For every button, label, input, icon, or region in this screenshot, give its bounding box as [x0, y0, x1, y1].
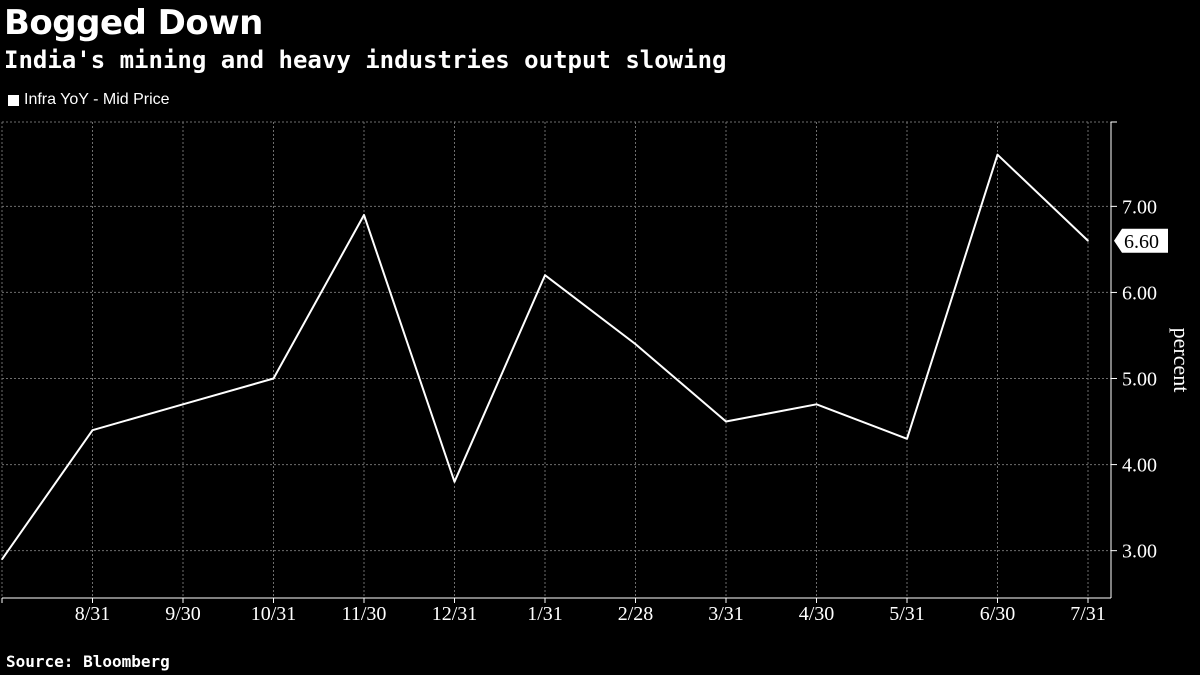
x-tick-label: 2/28 [618, 603, 654, 625]
last-value-marker-group: 6.60 [1114, 228, 1168, 253]
x-tick-label: 11/30 [342, 603, 387, 625]
x-tick-label: 8/31 [75, 603, 111, 625]
x-tick-label: 1/31 [527, 603, 563, 625]
y-tick-label: 3.00 [1122, 541, 1157, 563]
x-tick-label: 4/30 [799, 603, 835, 625]
y-tick-label: 4.00 [1122, 455, 1157, 477]
data-point [725, 420, 727, 423]
series-layer [1, 153, 1089, 561]
x-tick-label: 7/31 [1070, 603, 1106, 625]
legend-label: Infra YoY - Mid Price [24, 91, 170, 108]
x-axis: 8/31 9/30 10/31 11/30 12/31 1/31 2/28 3/31 4/30 5… [1, 597, 1111, 625]
y-tick-label: 5.00 [1122, 369, 1157, 391]
x-tick-label: 9/30 [165, 603, 201, 625]
data-point [453, 480, 456, 483]
last-value-tag [1114, 228, 1168, 253]
y-tick-label: 6.00 [1122, 282, 1157, 304]
y-axis-title: percent [1169, 328, 1194, 393]
data-point [906, 437, 908, 440]
chart-title: Bogged Down [4, 3, 263, 43]
x-tick-label: 12/31 [432, 603, 478, 625]
x-tick-label: 6/30 [980, 603, 1016, 625]
x-tick-label: 5/31 [889, 603, 925, 625]
last-value-label: 6.60 [1124, 231, 1159, 253]
x-tick-label: 10/31 [251, 603, 297, 625]
chart-subtitle: India's mining and heavy industries outp… [4, 46, 727, 74]
data-point [1, 558, 3, 561]
source-note: Source: Bloomberg [6, 652, 170, 671]
y-axis: 3.00 4.00 5.00 6.00 7.00 [1110, 121, 1157, 598]
data-point [272, 377, 275, 380]
data-point [815, 403, 818, 406]
chart-legend: Infra YoY - Mid Price [8, 90, 170, 110]
grid [1, 121, 1111, 598]
data-point [1087, 239, 1089, 242]
x-tick-label: 3/31 [708, 603, 744, 625]
data-point [996, 153, 999, 156]
legend-swatch [8, 94, 19, 106]
data-point [363, 214, 365, 216]
data-point [544, 274, 546, 277]
data-point [634, 343, 637, 345]
data-point [182, 403, 184, 406]
data-point [91, 429, 94, 431]
y-tick-label: 7.00 [1122, 196, 1157, 218]
